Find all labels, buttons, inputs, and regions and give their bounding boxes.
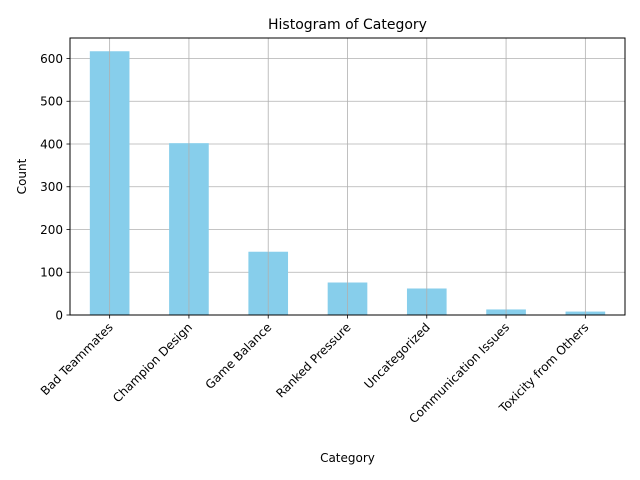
y-axis-ticks: 0 100 200 300 400 500 600 xyxy=(40,52,70,322)
x-axis-label: Category xyxy=(320,451,375,465)
y-tick-label: 100 xyxy=(40,266,63,280)
y-tick-label: 300 xyxy=(40,180,63,194)
y-tick-label: 600 xyxy=(40,52,63,66)
y-tick-label: 500 xyxy=(40,95,63,109)
y-tick-label: 400 xyxy=(40,137,63,151)
chart-title: Histogram of Category xyxy=(268,17,427,33)
y-axis-label: Count xyxy=(15,158,29,194)
y-tick-label: 0 xyxy=(55,308,63,322)
y-tick-label: 200 xyxy=(40,223,63,237)
vertical-grid-lines xyxy=(109,38,586,315)
